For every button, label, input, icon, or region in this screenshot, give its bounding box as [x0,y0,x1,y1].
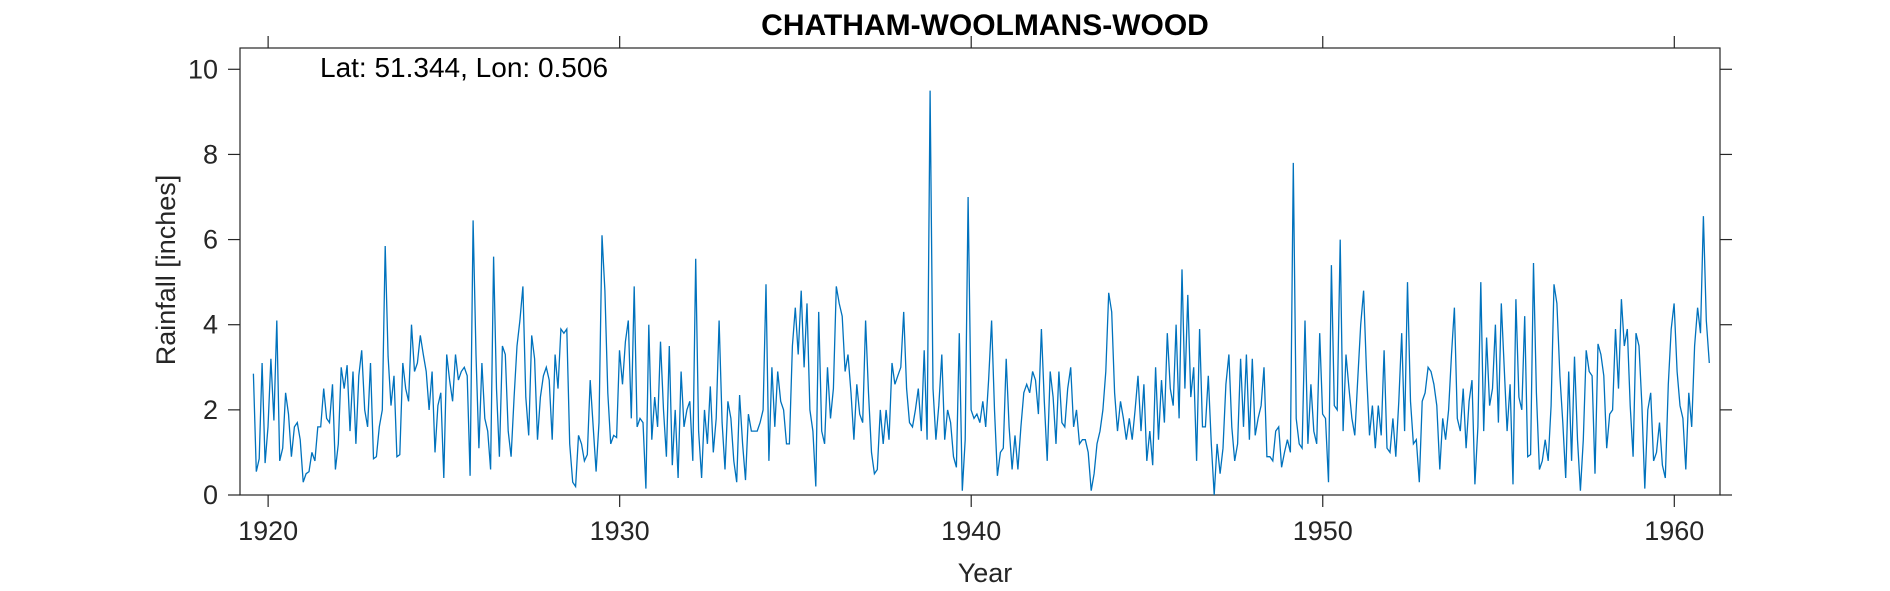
rainfall-series-line [252,90,1710,496]
y-tick-label: 4 [203,310,218,340]
y-tick-label: 8 [203,139,218,169]
location-annotation: Lat: 51.344, Lon: 0.506 [320,52,608,83]
x-axis: 1920 1930 1940 1950 1960 [238,36,1704,546]
x-tick-label: 1940 [941,516,1001,546]
x-tick-label: 1930 [590,516,650,546]
x-tick-label: 1920 [238,516,298,546]
y-tick-label: 10 [188,54,218,84]
x-axis-label: Year [958,558,1013,588]
plot-area [239,47,1721,496]
y-axis-label: Rainfall [inches] [151,175,181,366]
x-tick-label: 1960 [1644,516,1704,546]
y-axis: 0 2 4 6 8 10 [188,54,1732,510]
plot-box [239,47,1721,496]
chart-title: CHATHAM-WOOLMANS-WOOD [761,9,1209,42]
y-tick-label: 2 [203,395,218,425]
y-tick-label: 0 [203,480,218,510]
y-tick-label: 6 [203,225,218,255]
x-tick-label: 1950 [1293,516,1353,546]
